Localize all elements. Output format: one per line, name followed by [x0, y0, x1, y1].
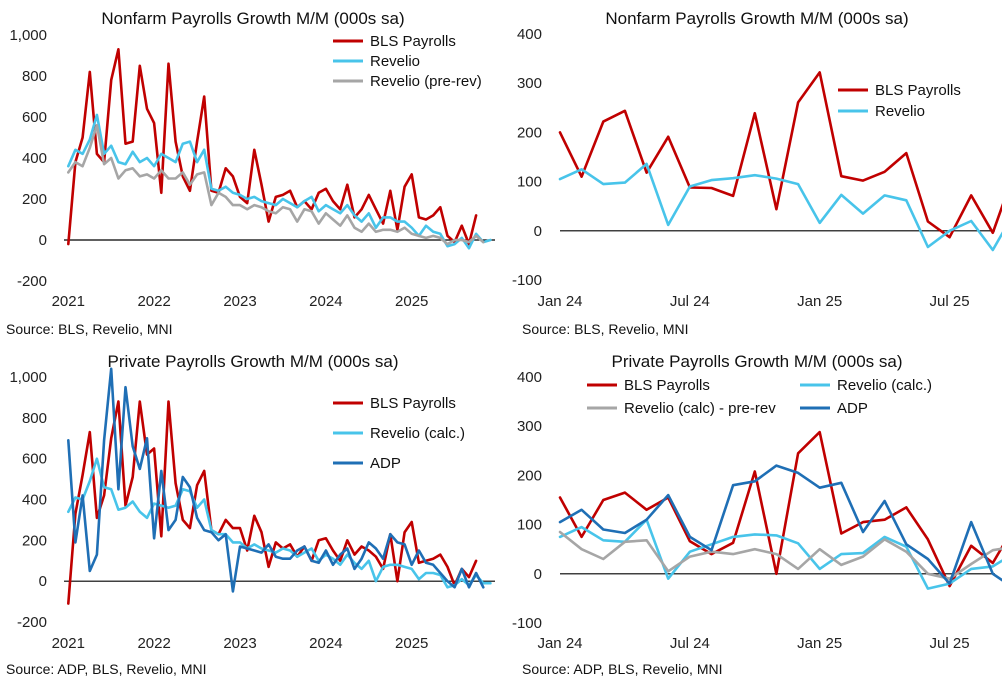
- chart-4-series-revelio-calc-line: [558, 518, 1002, 590]
- chart-1-y-tick-label: 400: [22, 150, 47, 167]
- chart-3-legend-label: ADP: [370, 455, 401, 472]
- chart-1-title: Nonfarm Payrolls Growth M/M (000s sa): [101, 9, 404, 28]
- chart-3-x-tick-label: 2024: [309, 635, 342, 652]
- chart-2-x-tick-label: Jan 24: [537, 293, 582, 310]
- chart-3-series-revelio-calc-line: [67, 457, 492, 589]
- chart-3-x-tick-label: 2022: [137, 635, 170, 652]
- source-note-1: Source: BLS, Revelio, MNI: [6, 321, 173, 337]
- chart-2-title: Nonfarm Payrolls Growth M/M (000s sa): [605, 9, 908, 28]
- chart-2-x-tick-label: Jul 24: [670, 293, 710, 310]
- chart-1-y-tick-label: 1,000: [9, 27, 47, 44]
- chart-4-x-tick-label: Jul 25: [930, 635, 970, 652]
- chart-3-x-tick-label: 2023: [223, 635, 256, 652]
- chart-1-y-tick-label: -200: [17, 273, 47, 290]
- chart-4-legend-label: ADP: [837, 400, 868, 417]
- chart-3-y-tick-label: 600: [22, 451, 47, 468]
- chart-4-series-adp-line: [558, 464, 1002, 585]
- chart-1-legend-label: BLS Payrolls: [370, 33, 456, 50]
- chart-1-y-tick-label: 600: [22, 109, 47, 126]
- chart-4-x-tick-label: Jan 25: [797, 635, 842, 652]
- chart-3-series-bls-payrolls-line: [67, 400, 478, 605]
- chart-2-y-tick-label: 100: [517, 174, 542, 191]
- chart-4-series-revelio-calc-pre-rev-line: [558, 530, 1002, 581]
- chart-1-series-bls-payrolls-line: [67, 47, 478, 246]
- chart-4-y-tick-label: 200: [517, 467, 542, 484]
- chart-3-title: Private Payrolls Growth M/M (000s sa): [108, 352, 399, 371]
- chart-3-y-tick-label: 0: [39, 573, 47, 590]
- chart-3-y-tick-label: 1,000: [9, 369, 47, 386]
- source-note-2: Source: BLS, Revelio, MNI: [522, 321, 689, 337]
- chart-1-series-revelio-pre-rev-line: [67, 123, 485, 246]
- chart-4-y-tick-label: 100: [517, 517, 542, 534]
- chart-2-series-revelio-line: [558, 162, 1002, 252]
- chart-3-y-tick-label: -200: [17, 614, 47, 631]
- chart-2-x-tick-label: Jan 25: [797, 293, 842, 310]
- chart-4-y-tick-label: 400: [517, 369, 542, 386]
- chart-2-legend-label: Revelio: [875, 103, 925, 120]
- chart-1-y-tick-label: 0: [39, 232, 47, 249]
- chart-3-y-tick-label: 200: [22, 532, 47, 549]
- chart-3-y-tick-label: 400: [22, 492, 47, 509]
- chart-1-legend-label: Revelio (pre-rev): [370, 73, 482, 90]
- chart-1-x-tick-label: 2024: [309, 293, 342, 310]
- chart-1-y-tick-label: 200: [22, 191, 47, 208]
- chart-2-legend-label: BLS Payrolls: [875, 82, 961, 99]
- source-note-3: Source: ADP, BLS, Revelio, MNI: [6, 661, 207, 677]
- chart-1-x-tick-label: 2021: [52, 293, 85, 310]
- chart-4-title: Private Payrolls Growth M/M (000s sa): [612, 352, 903, 371]
- chart-2-x-tick-label: Jul 25: [930, 293, 970, 310]
- chart-2-y-tick-label: 0: [534, 223, 542, 240]
- chart-4-legend-label: Revelio (calc.): [837, 377, 932, 394]
- chart-1-series-revelio-line: [67, 113, 492, 250]
- chart-3-x-tick-label: 2025: [395, 635, 428, 652]
- chart-1-x-tick-label: 2023: [223, 293, 256, 310]
- chart-2-y-tick-label: 200: [517, 124, 542, 141]
- chart-2-series-bls-payrolls-line: [558, 71, 1002, 239]
- chart-1-y-tick-label: 800: [22, 68, 47, 85]
- chart-3-legend-label: BLS Payrolls: [370, 395, 456, 412]
- chart-4-legend-label: Revelio (calc) - pre-rev: [624, 400, 776, 417]
- chart-4-y-tick-label: 0: [534, 566, 542, 583]
- chart-4-y-tick-label: -100: [512, 615, 542, 632]
- chart-1-x-tick-label: 2022: [137, 293, 170, 310]
- chart-4-x-tick-label: Jul 24: [670, 635, 710, 652]
- chart-1-x-tick-label: 2025: [395, 293, 428, 310]
- chart-3-x-tick-label: 2021: [52, 635, 85, 652]
- chart-3-series-adp-line: [67, 367, 485, 593]
- chart-4-x-tick-label: Jan 24: [537, 635, 582, 652]
- chart-2-y-tick-label: 400: [517, 26, 542, 43]
- chart-3-y-tick-label: 800: [22, 410, 47, 427]
- chart-4-series-bls-payrolls-line: [558, 430, 1002, 588]
- chart-4-y-tick-label: 300: [517, 418, 542, 435]
- chart-2-y-tick-label: 300: [517, 75, 542, 92]
- chart-1-legend-label: Revelio: [370, 53, 420, 70]
- chart-2-y-tick-label: -100: [512, 272, 542, 289]
- source-note-4: Source: ADP, BLS, Revelio, MNI: [522, 661, 723, 677]
- chart-4-legend-label: BLS Payrolls: [624, 377, 710, 394]
- chart-3-legend-label: Revelio (calc.): [370, 425, 465, 442]
